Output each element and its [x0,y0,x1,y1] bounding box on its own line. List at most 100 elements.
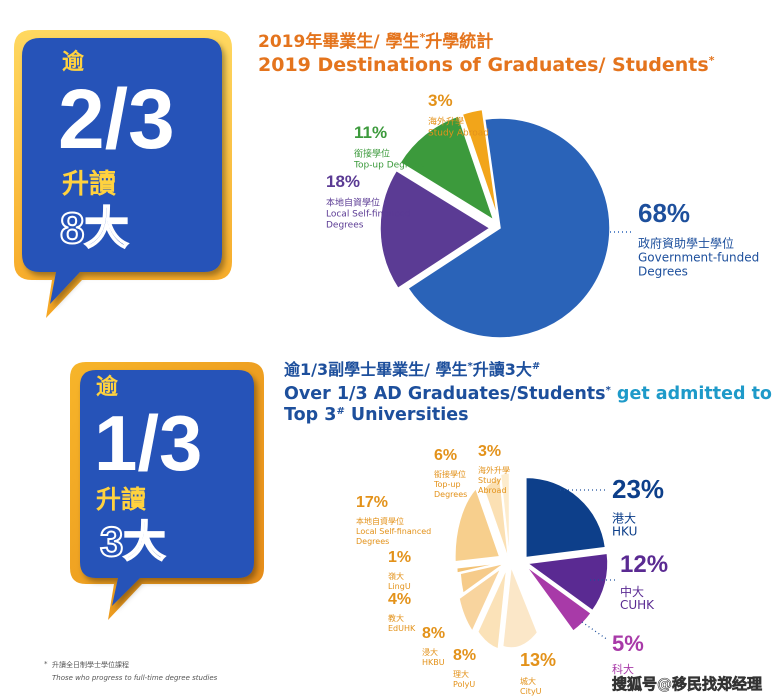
pie2-slice-2 [525,565,592,632]
pie1-label-3-0: 海外升學 [428,116,464,128]
pie2-slice-0 [525,476,607,559]
pie1-slice-1 [379,169,492,290]
pie2-label-8-2: Degrees [356,537,389,546]
pie1-label-1-0: 本地自資學位 [326,197,380,209]
pie2-slice-group-9 [483,477,509,557]
pie2-label-6-0: 教大 [388,613,404,623]
pie2-slice-group-5 [458,568,501,632]
badge-blue-panel [22,38,222,304]
badge2-line1: 升讀 [96,486,146,514]
pie2-pct-4: 8% [453,647,476,664]
pie2-pct-2: 5% [612,631,644,656]
pie2-slice-group-8 [455,488,500,563]
pie2-leader-2 [581,621,609,641]
pie2-label-6-1: EdUHK [388,624,416,633]
watermark: 搜狐号@移民找郑经理 [612,675,762,693]
badge-fraction: 2/3 [58,72,175,166]
pie2-pct-10: 3% [478,443,501,460]
pie2-slice-8 [455,488,500,563]
pie2-label-5-0: 浸大 [422,647,438,657]
pie1-pct-1: 18% [326,172,360,191]
pie2-slice-10 [500,472,510,554]
pie2-slice-group-3 [502,566,538,649]
footnote-en: Those who progress to full-time degree s… [52,674,218,682]
pie2-slice-5 [458,568,501,632]
pie2-label-3-1: CityU [520,687,542,696]
pie-chart-destinations: 68%政府資助學士學位Government-fundedDegrees18%本地… [326,91,759,339]
badge2-fraction: 1/3 [94,399,202,487]
badge-blue-panel-2 [80,370,254,606]
badge2-line2: 3大 [100,518,165,565]
pie2-pct-6: 4% [388,591,411,608]
section2-title-zh: 逾1/3副學士畢業生/ 學生*升讀3大# [284,360,540,379]
pie2-pct-0: 23% [612,474,664,504]
pie2-label-10-1: Study [478,476,501,485]
pie2-label-9-1: Top-up [433,480,461,489]
pie2-label-0-1: HKU [612,525,637,539]
pie1-slice-2 [399,115,496,222]
pie1-label-0-0: 政府資助學士學位 [638,236,734,251]
pie2-slice-group-10 [500,472,510,554]
pie2-slice-group-0 [525,476,607,559]
pie1-label-1-2: Degrees [326,221,364,231]
badge-line1: 升讀 [62,169,116,199]
pie1-label-2-0: 銜接學位 [354,148,390,160]
pie2-slice-group-7 [456,562,502,574]
pie2-label-9-0: 銜接學位 [434,469,466,479]
pie2-slice-9 [483,477,509,557]
pie2-pct-9: 6% [434,447,457,464]
pie2-pct-1: 12% [620,551,668,578]
pie2-label-4-0: 理大 [453,669,469,679]
pie2-slice-group-1 [526,552,609,612]
badge-2-3: 逾 2/3 升讀 8大 [14,30,232,318]
pie2-slice-group-6 [460,562,505,594]
pie2-slice-6 [460,562,505,594]
section2-title-en-line2: Top 3# Universities [284,405,469,425]
pie2-slice-7 [456,562,502,574]
pie1-label-1-1: Local Self-financed [326,210,411,220]
pie2-label-10-2: Abroad [478,486,507,495]
footnote-zh: 升讀全日制學士學位課程 [52,660,129,669]
pie2-label-8-0: 本地自資學位 [356,516,404,526]
pie2-label-4-1: PolyU [453,680,475,689]
badge-line2: 8大 [60,204,128,253]
pie1-label-2-1: Top-up Degrees [353,161,424,171]
pie1-label-0-1: Government-funded [638,251,759,265]
badge2-prefix: 逾 [96,374,119,399]
pie2-label-0-0: 港大 [612,512,636,526]
pie2-label-1-1: CUHK [620,598,655,612]
pie2-label-7-1: LingU [388,582,411,591]
pie1-pct-3: 3% [428,91,453,110]
section2-title-en-line1: Over 1/3 AD Graduates/Students* get admi… [284,384,772,404]
badge-prefix: 逾 [62,49,85,74]
pie2-slice-group-2 [525,565,592,632]
pie2-label-3-0: 城大 [520,676,536,686]
badge-1-3: 逾 1/3 升讀 3大 [70,362,264,620]
pie2-label-2-0: 科大 [612,662,634,676]
section1-title-en: 2019 Destinations of Graduates/ Students… [258,54,715,76]
pie1-label-3-1: Study Abroad [428,129,489,139]
section1-title-zh: 2019年畢業生/ 學生*升學統計 [258,31,493,52]
pie2-pct-5: 8% [422,625,445,642]
pie2-pct-7: 1% [388,549,411,566]
pie2-label-5-1: HKBU [422,658,445,667]
pie2-label-9-2: Degrees [434,490,467,499]
pie2-slice-4 [477,569,507,650]
pie2-slice-group-4 [477,569,507,650]
pie2-label-10-0: 海外升學 [478,465,510,475]
footnote: * 升讀全日制學士學位課程 Those who progress to full… [44,660,218,682]
pie2-label-1-0: 中大 [620,584,644,599]
pie2-label-7-0: 嶺大 [388,571,404,581]
pie2-label-8-1: Local Self-financed [356,527,431,536]
pie2-pct-3: 13% [520,650,556,670]
pie2-pct-8: 17% [356,494,388,511]
pie1-slice-0 [406,117,611,339]
pie1-pct-0: 68% [638,198,690,228]
pie1-pct-2: 11% [354,123,387,142]
pie1-label-0-2: Degrees [638,265,688,279]
pie1-slice-3 [461,108,499,219]
pie2-slice-3 [502,566,538,649]
footnote-star: * [44,660,48,668]
